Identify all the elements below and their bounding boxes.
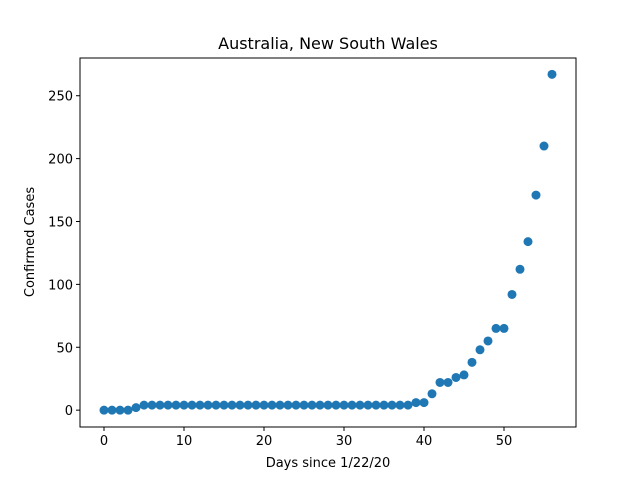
data-points	[99, 69, 557, 415]
data-point	[291, 400, 301, 410]
data-point	[331, 400, 341, 410]
data-point	[115, 405, 125, 415]
data-point	[379, 400, 389, 410]
data-point	[523, 237, 533, 247]
data-point	[475, 345, 485, 355]
chart-title: Australia, New South Wales	[218, 34, 438, 53]
data-point	[179, 400, 189, 410]
x-tick-label: 30	[336, 434, 353, 449]
data-point	[499, 323, 509, 333]
x-axis-label: Days since 1/22/20	[266, 456, 391, 471]
x-axis: 0 10 20 30 40 50	[100, 427, 512, 449]
y-tick-label: 50	[56, 341, 73, 356]
x-tick-label: 20	[256, 434, 273, 449]
x-tick-label: 0	[100, 434, 108, 449]
data-point	[131, 403, 141, 413]
plot-frame	[79, 57, 577, 428]
data-point	[235, 400, 245, 410]
data-point	[403, 400, 413, 410]
data-point	[307, 400, 317, 410]
y-tick-label: 0	[65, 404, 73, 419]
data-point	[515, 264, 525, 274]
data-point	[363, 400, 373, 410]
data-point	[411, 398, 421, 408]
data-point	[315, 400, 325, 410]
data-point	[99, 405, 109, 415]
y-tick-label: 250	[48, 90, 73, 105]
y-tick-label: 200	[48, 153, 73, 168]
data-point	[531, 190, 541, 200]
data-point	[507, 289, 517, 299]
data-point	[459, 370, 469, 380]
data-point	[371, 400, 381, 410]
data-point	[275, 400, 285, 410]
data-point	[539, 141, 549, 151]
data-point	[451, 372, 461, 382]
x-tick-label: 40	[416, 434, 433, 449]
data-point	[155, 400, 165, 410]
data-point	[283, 400, 293, 410]
data-point	[355, 400, 365, 410]
data-point	[139, 400, 149, 410]
data-point	[435, 377, 445, 387]
data-point	[323, 400, 333, 410]
data-point	[427, 389, 437, 399]
data-point	[211, 400, 221, 410]
y-axis: 0 50 100 150 200 250	[48, 90, 80, 419]
y-tick-label: 150	[48, 215, 73, 230]
data-point	[123, 405, 133, 415]
data-point	[395, 400, 405, 410]
data-point	[483, 336, 493, 346]
data-point	[171, 400, 181, 410]
data-point	[243, 400, 253, 410]
data-point	[251, 400, 261, 410]
data-point	[195, 400, 205, 410]
y-axis-label: Confirmed Cases	[23, 187, 38, 297]
data-point	[491, 323, 501, 333]
data-point	[147, 400, 157, 410]
data-point	[267, 400, 277, 410]
data-point	[203, 400, 213, 410]
data-point	[219, 400, 229, 410]
x-tick-label: 50	[496, 434, 513, 449]
data-point	[443, 377, 453, 387]
data-point	[163, 400, 173, 410]
data-point	[227, 400, 237, 410]
data-point	[547, 69, 557, 79]
data-point	[107, 405, 117, 415]
data-point	[259, 400, 269, 410]
data-point	[467, 357, 477, 367]
data-point	[387, 400, 397, 410]
data-point	[187, 400, 197, 410]
x-tick-label: 10	[176, 434, 193, 449]
y-tick-label: 100	[48, 278, 73, 293]
data-point	[347, 400, 357, 410]
data-point	[299, 400, 309, 410]
data-point	[339, 400, 349, 410]
data-point	[419, 398, 429, 408]
